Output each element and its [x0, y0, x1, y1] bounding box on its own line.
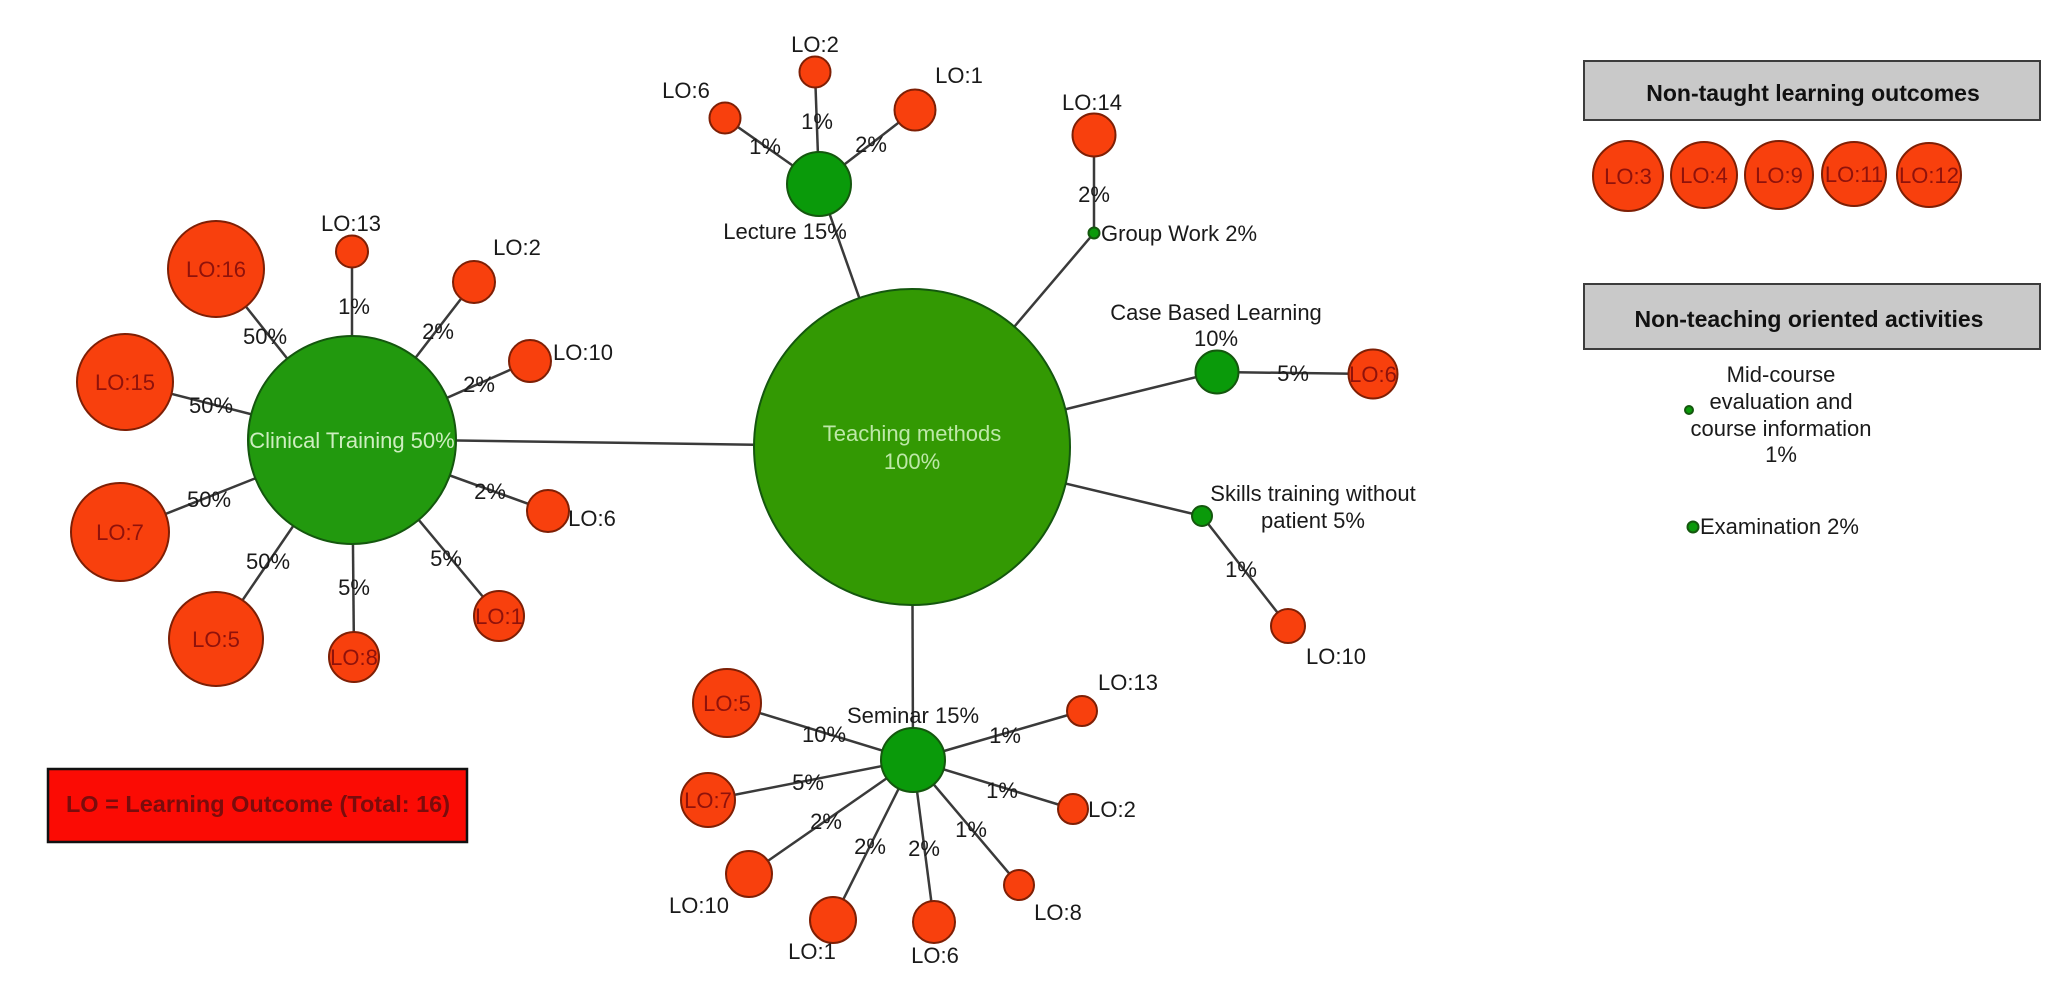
svg-text:Examination 2%: Examination 2% [1700, 514, 1859, 539]
svg-text:2%: 2% [463, 372, 495, 397]
svg-text:Non-teaching oriented activiti: Non-teaching oriented activities [1635, 306, 1984, 332]
svg-text:LO:1: LO:1 [788, 939, 836, 964]
svg-text:Group Work 2%: Group Work 2% [1101, 221, 1257, 246]
svg-text:2%: 2% [908, 836, 940, 861]
svg-text:LO:16: LO:16 [186, 257, 246, 282]
svg-text:LO:7: LO:7 [96, 520, 144, 545]
svg-text:2%: 2% [422, 319, 454, 344]
svg-text:Clinical Training 50%: Clinical Training 50% [249, 428, 454, 453]
svg-text:LO:12: LO:12 [1899, 163, 1959, 188]
svg-text:1%: 1% [955, 817, 987, 842]
svg-text:LO:6: LO:6 [1349, 362, 1397, 387]
svg-text:1%: 1% [1225, 557, 1257, 582]
svg-text:100%: 100% [884, 449, 940, 474]
svg-text:1%: 1% [749, 134, 781, 159]
svg-text:LO:2: LO:2 [791, 32, 839, 57]
svg-text:LO:6: LO:6 [911, 943, 959, 968]
svg-text:Mid-course: Mid-course [1727, 362, 1836, 387]
svg-text:5%: 5% [792, 770, 824, 795]
svg-text:2%: 2% [1078, 182, 1110, 207]
svg-text:10%: 10% [802, 722, 846, 747]
svg-text:patient 5%: patient 5% [1261, 508, 1365, 533]
svg-text:LO:4: LO:4 [1680, 163, 1728, 188]
svg-text:Seminar 15%: Seminar 15% [847, 703, 979, 728]
svg-text:LO:5: LO:5 [703, 691, 751, 716]
svg-text:5%: 5% [338, 575, 370, 600]
svg-text:LO:10: LO:10 [553, 340, 613, 365]
svg-text:1%: 1% [989, 723, 1021, 748]
svg-text:LO = Learning Outcome (Total:: LO = Learning Outcome (Total: 16) [66, 791, 450, 817]
svg-text:LO:7: LO:7 [684, 788, 732, 813]
svg-text:LO:1: LO:1 [935, 63, 983, 88]
svg-text:LO:2: LO:2 [493, 235, 541, 260]
svg-text:50%: 50% [187, 487, 231, 512]
svg-text:LO:8: LO:8 [330, 645, 378, 670]
svg-text:course information: course information [1691, 416, 1872, 441]
svg-text:5%: 5% [1277, 361, 1309, 386]
svg-text:LO:13: LO:13 [1098, 670, 1158, 695]
svg-text:2%: 2% [855, 132, 887, 157]
svg-text:LO:1: LO:1 [475, 604, 523, 629]
svg-text:1%: 1% [338, 294, 370, 319]
svg-text:LO:15: LO:15 [95, 370, 155, 395]
svg-text:50%: 50% [246, 549, 290, 574]
svg-text:LO:6: LO:6 [568, 506, 616, 531]
svg-text:LO:6: LO:6 [662, 78, 710, 103]
svg-text:LO:10: LO:10 [1306, 644, 1366, 669]
svg-text:Case Based Learning: Case Based Learning [1110, 300, 1322, 325]
svg-text:2%: 2% [854, 834, 886, 859]
svg-text:Lecture 15%: Lecture 15% [723, 219, 847, 244]
svg-text:10%: 10% [1194, 326, 1238, 351]
svg-text:Non-taught learning outcomes: Non-taught learning outcomes [1646, 80, 1980, 106]
svg-text:Skills training without: Skills training without [1210, 481, 1415, 506]
svg-text:LO:3: LO:3 [1604, 164, 1652, 189]
svg-text:50%: 50% [189, 393, 233, 418]
svg-text:LO:14: LO:14 [1062, 90, 1122, 115]
svg-text:LO:8: LO:8 [1034, 900, 1082, 925]
svg-text:LO:13: LO:13 [321, 211, 381, 236]
svg-text:1%: 1% [986, 778, 1018, 803]
svg-text:LO:11: LO:11 [1825, 162, 1883, 187]
svg-text:5%: 5% [430, 546, 462, 571]
svg-text:LO:5: LO:5 [192, 627, 240, 652]
svg-text:1%: 1% [801, 109, 833, 134]
svg-text:2%: 2% [474, 479, 506, 504]
svg-text:LO:2: LO:2 [1088, 797, 1136, 822]
svg-text:LO:10: LO:10 [669, 893, 729, 918]
svg-text:Teaching methods: Teaching methods [823, 421, 1002, 446]
svg-text:1%: 1% [1765, 442, 1797, 467]
svg-text:2%: 2% [810, 809, 842, 834]
svg-text:50%: 50% [243, 324, 287, 349]
svg-text:evaluation and: evaluation and [1709, 389, 1852, 414]
svg-text:LO:9: LO:9 [1755, 163, 1803, 188]
